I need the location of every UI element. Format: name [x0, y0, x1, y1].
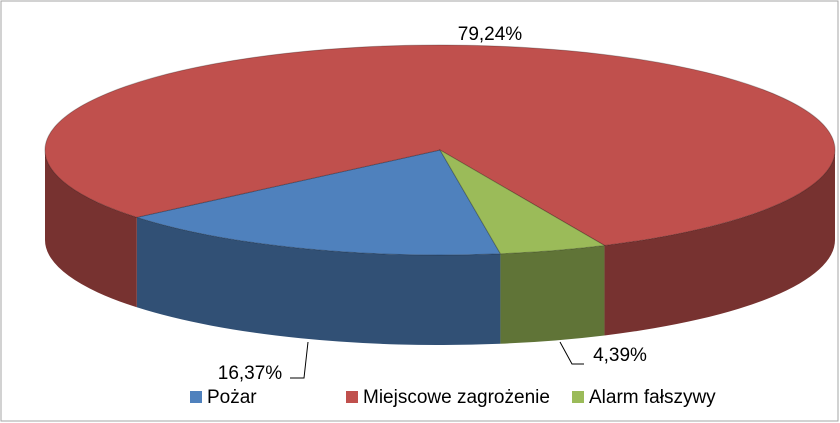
pie-side [136, 217, 501, 345]
legend-label: Alarm fałszywy [589, 387, 716, 408]
legend-swatch [572, 391, 584, 403]
pie-slice [44, 44, 836, 246]
data-label: 4,39% [593, 345, 647, 366]
legend-swatch [190, 391, 202, 403]
legend-swatch [346, 391, 358, 403]
data-label: 16,37% [218, 363, 283, 384]
pie-slice [438, 148, 606, 255]
pie-side [604, 150, 835, 336]
pie-slice [134, 149, 502, 256]
pie-side [500, 245, 605, 344]
pie-side [45, 150, 137, 308]
legend-label: Miejscowe zagrożenie [363, 387, 550, 408]
leader-line [559, 341, 584, 365]
legend-label: Pożar [207, 387, 257, 408]
leader-line [290, 341, 309, 379]
data-label: 79,24% [458, 24, 523, 45]
